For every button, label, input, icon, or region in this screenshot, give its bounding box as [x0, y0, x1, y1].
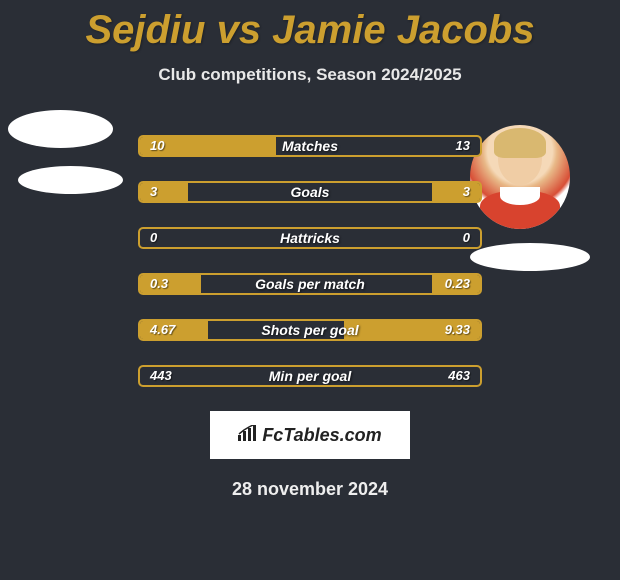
stat-fill-left — [140, 183, 188, 201]
stat-label: Matches — [282, 138, 338, 154]
page-title: Sejdiu vs Jamie Jacobs — [0, 0, 620, 53]
stat-value-left: 4.67 — [150, 322, 175, 337]
stats-container: 10 13 Matches 3 3 Goals 0 0 Hattricks 0.3 0.23 Goal… — [138, 135, 482, 387]
date-text: 28 november 2024 — [0, 479, 620, 500]
logo-icon — [238, 425, 258, 446]
stat-row: 443 463 Min per goal — [138, 365, 482, 387]
stat-value-right: 0 — [463, 230, 470, 245]
player1-oval-bottom — [18, 166, 123, 194]
stat-value-right: 3 — [463, 184, 470, 199]
stat-value-right: 0.23 — [445, 276, 470, 291]
logo-text: FcTables.com — [262, 425, 381, 446]
stat-value-right: 463 — [448, 368, 470, 383]
stat-row: 10 13 Matches — [138, 135, 482, 157]
logo-box[interactable]: FcTables.com — [210, 411, 410, 459]
player1-oval-top — [8, 110, 113, 148]
stat-row: 3 3 Goals — [138, 181, 482, 203]
stat-label: Goals — [291, 184, 330, 200]
stat-label: Hattricks — [280, 230, 340, 246]
stat-value-left: 443 — [150, 368, 172, 383]
subtitle: Club competitions, Season 2024/2025 — [0, 65, 620, 85]
stat-row: 4.67 9.33 Shots per goal — [138, 319, 482, 341]
stat-value-left: 3 — [150, 184, 157, 199]
player1-avatar-area — [8, 110, 123, 194]
player2-avatar-area — [470, 125, 590, 271]
player2-oval — [470, 243, 590, 271]
stat-label: Min per goal — [269, 368, 351, 384]
player2-avatar — [470, 125, 570, 229]
stat-label: Shots per goal — [261, 322, 358, 338]
stat-row: 0.3 0.23 Goals per match — [138, 273, 482, 295]
stat-label: Goals per match — [255, 276, 365, 292]
stat-value-left: 0 — [150, 230, 157, 245]
stat-fill-right — [432, 183, 480, 201]
stat-value-right: 9.33 — [445, 322, 470, 337]
stat-value-left: 10 — [150, 138, 164, 153]
stat-value-left: 0.3 — [150, 276, 168, 291]
stat-row: 0 0 Hattricks — [138, 227, 482, 249]
stat-value-right: 13 — [456, 138, 470, 153]
